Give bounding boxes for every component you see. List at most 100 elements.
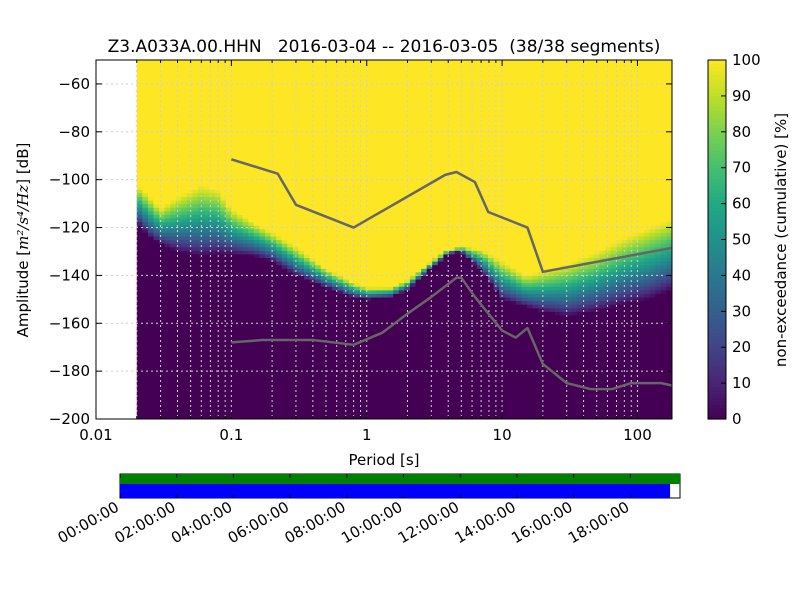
heatmap-cell <box>365 354 372 359</box>
heatmap-cell <box>326 325 333 330</box>
heatmap-cell <box>382 361 389 366</box>
heatmap-cell <box>309 95 316 101</box>
heatmap-cell <box>209 365 216 370</box>
heatmap-cell <box>259 70 266 75</box>
heatmap-cell <box>276 354 283 359</box>
heatmap-cell <box>276 347 283 352</box>
heatmap-cell <box>209 210 216 215</box>
heatmap-cell <box>181 235 188 241</box>
heatmap-cell <box>225 95 233 101</box>
heatmap-cell <box>398 60 405 65</box>
heatmap-cell <box>398 164 405 169</box>
heatmap-cell <box>270 235 277 241</box>
heatmap-cell <box>253 182 261 187</box>
heatmap-cell <box>153 164 160 169</box>
heatmap-cell <box>142 110 149 115</box>
heatmap-cell <box>337 210 344 215</box>
heatmap-cell <box>298 347 305 352</box>
heatmap-cell <box>276 106 283 111</box>
heatmap-cell <box>387 225 394 230</box>
heatmap-cell <box>231 174 238 180</box>
heatmap-cell <box>181 250 188 255</box>
heatmap-cell <box>276 67 283 72</box>
heatmap-cell <box>164 235 171 241</box>
heatmap-cell <box>242 386 249 391</box>
heatmap-cell <box>142 383 149 388</box>
heatmap-cell <box>231 365 238 370</box>
heatmap-cell <box>409 393 417 399</box>
heatmap-cell <box>175 85 182 90</box>
heatmap-cell <box>170 318 177 323</box>
heatmap-cell <box>192 296 199 302</box>
heatmap-cell <box>276 135 283 140</box>
heatmap-cell <box>393 336 400 341</box>
heatmap-cell <box>203 210 210 215</box>
heatmap-cell <box>331 77 339 83</box>
heatmap-cell <box>264 142 272 147</box>
heatmap-cell <box>315 88 322 93</box>
heatmap-cell <box>175 314 182 320</box>
heatmap-cell <box>264 411 272 417</box>
heatmap-cell <box>331 131 339 136</box>
heatmap-cell <box>192 289 199 294</box>
heatmap-cell <box>270 311 277 316</box>
heatmap-cell <box>186 390 194 395</box>
heatmap-cell <box>242 268 249 273</box>
heatmap-cell <box>170 253 177 259</box>
heatmap-cell <box>209 67 216 72</box>
heatmap-cell <box>242 243 249 248</box>
heatmap-cell <box>331 253 339 259</box>
heatmap-cell <box>287 293 294 298</box>
heatmap-cell <box>409 368 417 373</box>
heatmap-cell <box>237 164 244 169</box>
heatmap-cell <box>198 167 205 172</box>
heatmap-cell <box>304 415 311 419</box>
heatmap-cell <box>304 200 311 205</box>
heatmap-cell <box>181 203 188 208</box>
heatmap-cell <box>320 135 327 140</box>
heatmap-cell <box>147 318 155 323</box>
heatmap-cell <box>270 207 277 212</box>
heatmap-cell <box>393 340 400 345</box>
heatmap-cell <box>209 221 216 226</box>
heatmap-cell <box>225 81 233 86</box>
heatmap-cell <box>259 182 266 187</box>
heatmap-cell <box>203 332 210 338</box>
heatmap-cell <box>175 189 182 194</box>
heatmap-cell <box>164 393 171 399</box>
heatmap-cell <box>404 182 411 187</box>
heatmap-cell <box>387 311 394 316</box>
heatmap-cell <box>320 368 327 373</box>
heatmap-cell <box>147 390 155 395</box>
heatmap-cell <box>264 228 272 233</box>
heatmap-cell <box>237 185 244 190</box>
heatmap-cell <box>398 185 405 190</box>
heatmap-cell <box>225 210 233 215</box>
heatmap-cell <box>231 383 238 388</box>
heatmap-cell <box>409 411 417 417</box>
heatmap-cell <box>370 271 378 276</box>
heatmap-cell <box>337 257 344 262</box>
heatmap-cell <box>276 103 283 108</box>
heatmap-cell <box>248 390 255 395</box>
heatmap-cell <box>270 289 277 294</box>
heatmap-cell <box>409 383 417 388</box>
heatmap-cell <box>398 282 405 287</box>
heatmap-cell <box>159 318 166 323</box>
heatmap-cell <box>214 365 221 370</box>
heatmap-cell <box>393 268 400 273</box>
heatmap-cell <box>404 110 411 115</box>
heatmap-cell <box>209 232 216 237</box>
heatmap-cell <box>248 318 255 323</box>
heatmap-cell <box>276 408 283 413</box>
heatmap-cell <box>404 261 411 266</box>
heatmap-cell <box>253 257 261 262</box>
heatmap-cell <box>365 60 372 65</box>
heatmap-cell <box>242 113 249 119</box>
heatmap-cell <box>159 383 166 388</box>
heatmap-cell <box>192 153 199 158</box>
heatmap-cell <box>337 329 344 334</box>
heatmap-cell <box>298 296 305 302</box>
heatmap-cell <box>409 347 417 352</box>
heatmap-cell <box>225 63 233 68</box>
